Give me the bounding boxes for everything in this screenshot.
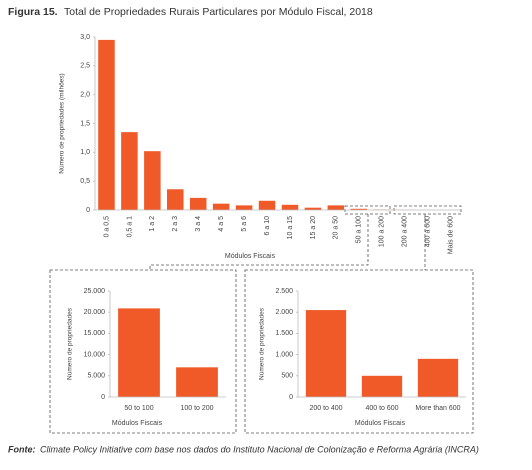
x-tick-label: Mais de 600 <box>447 216 454 254</box>
bar <box>235 205 253 210</box>
bar <box>212 203 230 210</box>
x-tick-label: 15 a 20 <box>310 216 317 239</box>
x-tick-label: 10 a 15 <box>287 216 294 239</box>
bar <box>361 375 403 397</box>
detail-box <box>244 269 474 434</box>
y-tick-label: 2.500 <box>275 288 293 295</box>
x-tick-label: 2 a 3 <box>172 216 179 232</box>
y-tick-label: 20.000 <box>84 309 106 316</box>
figure-label: Figura 15. <box>8 6 58 18</box>
y-tick-label: 5.000 <box>87 373 105 380</box>
x-tick-label: 3 a 4 <box>195 216 202 232</box>
y-tick-label: 1,5 <box>80 120 90 127</box>
y-tick-label: 15.000 <box>84 330 106 337</box>
bar <box>118 308 160 397</box>
bar <box>144 151 161 210</box>
y-tick-label: 500 <box>281 373 293 380</box>
y-tick-label: 25.000 <box>84 288 106 295</box>
x-axis-label: Módulos Fiscais <box>355 420 406 427</box>
y-axis-label: Número de propriedades (milhões) <box>59 73 66 173</box>
x-tick-label: 4 a 5 <box>218 216 225 232</box>
y-tick-label: 10.000 <box>84 351 106 358</box>
y-tick-label: 0,5 <box>80 178 90 185</box>
bar <box>98 39 115 211</box>
y-tick-label: 2,5 <box>80 63 90 70</box>
figure-title: Total de Propriedades Rurais Particulare… <box>64 6 373 18</box>
x-tick-label: 100 a 200 <box>379 216 386 247</box>
bar <box>417 358 459 397</box>
source: Climate Policy Initiative com base nos d… <box>40 444 479 454</box>
x-tick-label: 0,5 a 1 <box>126 216 133 238</box>
y-tick-label: 1.000 <box>275 351 293 358</box>
bar <box>167 189 184 210</box>
bar <box>305 310 347 397</box>
x-axis-label: Módulos Fiscais <box>112 420 163 427</box>
y-tick-label: 1.500 <box>275 330 293 337</box>
bar <box>281 204 299 210</box>
y-axis-label: Número de propriedades <box>259 307 266 380</box>
detail-box <box>49 269 237 434</box>
x-tick-label: 400 to 600 <box>365 405 398 412</box>
y-tick-label: 0 <box>101 394 105 401</box>
x-tick-label: 50 to 100 <box>124 405 153 412</box>
y-tick-label: 2,0 <box>80 92 90 99</box>
x-tick-label: 100 to 200 <box>180 405 213 412</box>
bar <box>350 208 368 210</box>
x-tick-label: 20 a 50 <box>333 216 340 239</box>
x-tick-label: 0 a 0,5 <box>103 216 110 238</box>
bar <box>258 200 276 210</box>
bar <box>189 197 207 210</box>
bar <box>304 207 322 210</box>
connector <box>149 214 369 270</box>
y-tick-label: 3,0 <box>80 34 90 41</box>
x-tick-label: More than 600 <box>415 405 460 412</box>
x-tick-label: 200 a 400 <box>402 216 409 247</box>
x-tick-label: 5 a 6 <box>241 216 248 232</box>
source-label: Fonte: <box>8 444 36 454</box>
y-tick-label: 0 <box>289 394 293 401</box>
x-axis-label: Módulos Fiscais <box>225 253 276 260</box>
bar <box>176 367 218 397</box>
x-tick-label: 50 a 100 <box>356 216 363 243</box>
bar <box>121 132 138 210</box>
y-axis-label: Número de propriedades <box>67 307 74 380</box>
x-tick-label: 1 a 2 <box>149 216 156 232</box>
bar <box>327 205 345 210</box>
y-tick-label: 0 <box>86 207 90 214</box>
y-tick-label: 2.000 <box>275 309 293 316</box>
y-tick-label: 1,0 <box>80 149 90 156</box>
x-tick-label: 400 a 600 <box>424 216 431 247</box>
x-tick-label: 200 to 400 <box>309 405 342 412</box>
x-tick-label: 6 a 10 <box>264 216 271 236</box>
